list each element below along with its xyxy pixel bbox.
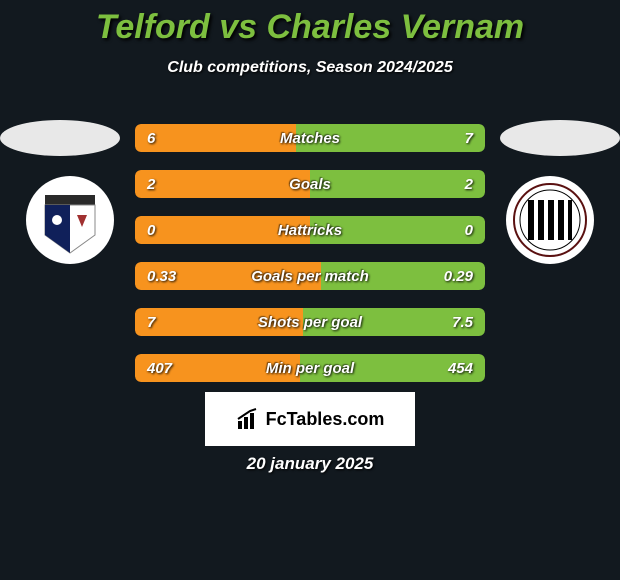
stat-value-right: 7 [465, 130, 473, 147]
stat-value-right: 0 [465, 222, 473, 239]
stat-value-left: 407 [147, 360, 172, 377]
page-title: Telford vs Charles Vernam [0, 0, 620, 47]
stat-value-left: 0.33 [147, 268, 176, 285]
club-badge-right-icon [512, 182, 588, 258]
crest-right [506, 176, 594, 264]
stat-row: Hattricks0 0 [135, 216, 485, 244]
stat-value-left: 7 [147, 314, 155, 331]
stat-value-right: 2 [465, 176, 473, 193]
stat-value-right: 454 [448, 360, 473, 377]
chart-icon [236, 407, 260, 431]
stat-value-left: 2 [147, 176, 155, 193]
stat-label: Matches [135, 130, 485, 147]
stat-label: Min per goal [135, 360, 485, 377]
page-subtitle: Club competitions, Season 2024/2025 [0, 59, 620, 77]
stat-value-left: 6 [147, 130, 155, 147]
stats-bars: Matches6 7 Goals2 2 Hattricks0 0 Goals per mat… [135, 124, 485, 400]
stat-row: Goals2 2 [135, 170, 485, 198]
stat-value-left: 0 [147, 222, 155, 239]
brand-label: FcTables.com [266, 409, 385, 430]
club-badge-left-icon [35, 185, 105, 255]
stat-value-right: 0.29 [444, 268, 473, 285]
stat-value-right: 7.5 [452, 314, 473, 331]
brand-box: FcTables.com [205, 392, 415, 446]
stat-row: Matches6 7 [135, 124, 485, 152]
date-label: 20 january 2025 [0, 454, 620, 474]
stat-label: Shots per goal [135, 314, 485, 331]
stat-row: Shots per goal7 7.5 [135, 308, 485, 336]
crest-left [26, 176, 114, 264]
decorative-ellipse-right [500, 120, 620, 156]
stat-row: Min per goal407 454 [135, 354, 485, 382]
decorative-ellipse-left [0, 120, 120, 156]
stat-row: Goals per match0.33 0.29 [135, 262, 485, 290]
stat-label: Hattricks [135, 222, 485, 239]
stat-label: Goals per match [135, 268, 485, 285]
stat-label: Goals [135, 176, 485, 193]
